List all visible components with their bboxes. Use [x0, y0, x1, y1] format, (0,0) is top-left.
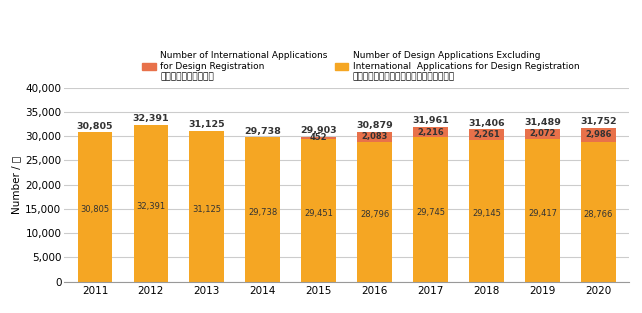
Bar [189, 131, 224, 282]
Text: 2,083: 2,083 [361, 132, 388, 141]
Text: 31,406: 31,406 [468, 119, 505, 128]
Text: 29,738: 29,738 [248, 208, 277, 217]
Text: 29,903: 29,903 [300, 126, 337, 135]
Bar [358, 142, 392, 282]
Bar [581, 142, 616, 282]
Text: 31,489: 31,489 [524, 118, 561, 127]
Bar [358, 132, 392, 142]
Text: 30,879: 30,879 [356, 121, 393, 130]
Text: 29,145: 29,145 [472, 209, 501, 218]
Text: 2,216: 2,216 [417, 127, 444, 136]
Bar [413, 137, 448, 282]
Text: 29,738: 29,738 [245, 127, 281, 136]
Bar [134, 125, 168, 282]
Text: 28,766: 28,766 [584, 210, 613, 219]
Text: 30,805: 30,805 [76, 121, 113, 131]
Bar [245, 137, 280, 282]
Bar [78, 132, 112, 282]
Text: 31,125: 31,125 [193, 205, 221, 214]
Bar [469, 129, 504, 140]
Bar [301, 139, 336, 282]
Text: 31,752: 31,752 [580, 117, 617, 126]
Text: 2,986: 2,986 [585, 131, 612, 139]
Text: 29,745: 29,745 [416, 208, 445, 217]
Legend: Number of International Applications
for Design Registration
国際意匠登録出願件数, Number : Number of International Applications for… [142, 51, 580, 81]
Text: 28,796: 28,796 [360, 210, 389, 219]
Y-axis label: Number / 件: Number / 件 [11, 156, 21, 214]
Text: 32,391: 32,391 [136, 202, 166, 211]
Text: 29,451: 29,451 [304, 209, 333, 218]
Bar [525, 129, 560, 139]
Bar [581, 128, 616, 142]
Text: 2,261: 2,261 [473, 130, 500, 139]
Bar [525, 139, 560, 282]
Text: 31,125: 31,125 [189, 120, 225, 129]
Text: 32,391: 32,391 [133, 114, 169, 123]
Text: 2,072: 2,072 [529, 130, 556, 138]
Text: 452: 452 [310, 133, 327, 142]
Text: 30,805: 30,805 [80, 205, 110, 214]
Bar [469, 140, 504, 282]
Bar [301, 137, 336, 139]
Text: 29,417: 29,417 [528, 209, 557, 218]
Bar [413, 127, 448, 137]
Text: 31,961: 31,961 [412, 116, 449, 125]
